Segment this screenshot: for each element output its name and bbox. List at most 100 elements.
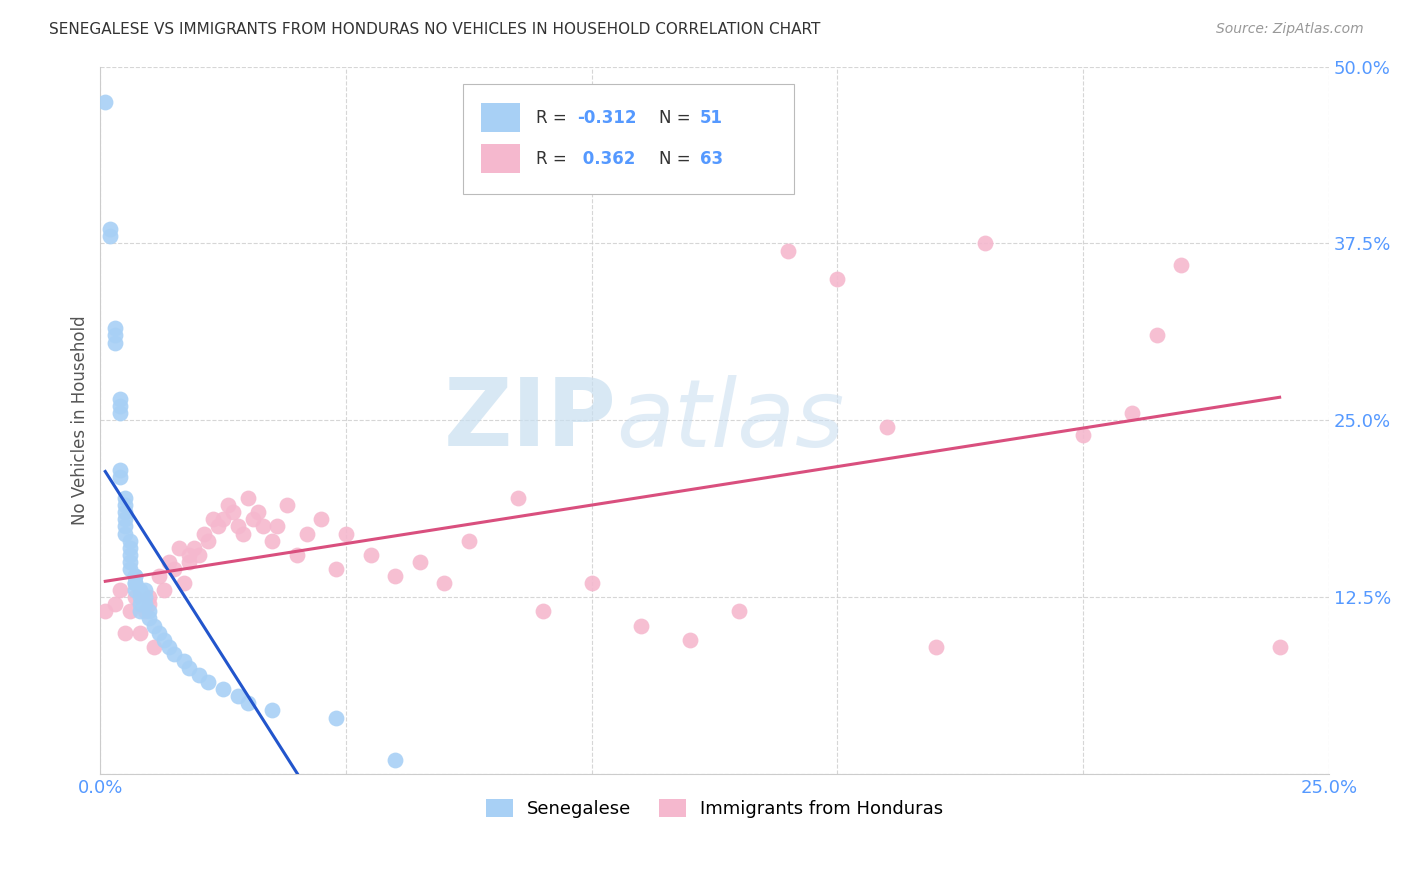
Point [193, 526, 215, 541]
Point [134, 604, 156, 618]
Point [1121, 406, 1143, 420]
Text: -0.312: -0.312 [576, 109, 637, 127]
Point [173, 576, 195, 591]
Point [177, 661, 200, 675]
Point [108, 399, 131, 413]
Point [679, 632, 702, 647]
Point [226, 519, 249, 533]
FancyBboxPatch shape [463, 84, 794, 194]
Point [114, 625, 136, 640]
Point [138, 591, 160, 605]
Point [876, 420, 898, 434]
Point [104, 597, 127, 611]
Point [114, 512, 136, 526]
Point [108, 463, 131, 477]
Point [128, 625, 150, 640]
Point [252, 519, 274, 533]
Point [138, 597, 160, 611]
Text: SENEGALESE VS IMMIGRANTS FROM HONDURAS NO VEHICLES IN HOUSEHOLD CORRELATION CHAR: SENEGALESE VS IMMIGRANTS FROM HONDURAS N… [49, 22, 821, 37]
Point [94, 95, 117, 109]
Text: ZIP: ZIP [443, 375, 616, 467]
Point [163, 647, 186, 661]
Point [384, 753, 406, 767]
Point [98, 222, 121, 236]
Point [778, 244, 800, 258]
Y-axis label: No Vehicles in Household: No Vehicles in Household [72, 316, 89, 525]
Point [153, 583, 176, 598]
Point [134, 583, 156, 598]
Point [531, 604, 554, 618]
Point [187, 548, 209, 562]
Point [148, 625, 170, 640]
Point [212, 512, 235, 526]
FancyBboxPatch shape [481, 103, 520, 132]
Point [246, 505, 269, 519]
Legend: Senegalese, Immigrants from Honduras: Senegalese, Immigrants from Honduras [478, 791, 950, 825]
Point [128, 604, 150, 618]
Point [134, 591, 156, 605]
Point [384, 569, 406, 583]
Point [124, 569, 146, 583]
Point [242, 512, 264, 526]
Point [232, 526, 254, 541]
Point [124, 576, 146, 591]
Text: R =: R = [537, 109, 572, 127]
Text: R =: R = [537, 150, 572, 168]
Point [360, 548, 382, 562]
Point [153, 632, 176, 647]
Point [202, 512, 225, 526]
Point [114, 498, 136, 512]
Point [128, 597, 150, 611]
Point [124, 583, 146, 598]
Point [128, 583, 150, 598]
Point [222, 505, 245, 519]
Point [118, 604, 141, 618]
Point [128, 591, 150, 605]
Point [827, 272, 849, 286]
Point [143, 618, 166, 632]
Point [197, 675, 219, 690]
Point [138, 604, 160, 618]
Point [104, 335, 127, 350]
Point [108, 470, 131, 484]
Point [1170, 258, 1192, 272]
Point [108, 392, 131, 406]
Point [187, 668, 209, 682]
Point [325, 562, 347, 576]
Point [173, 654, 195, 668]
Point [157, 555, 180, 569]
Point [138, 611, 160, 625]
Point [118, 533, 141, 548]
Text: N =: N = [659, 109, 696, 127]
Text: Source: ZipAtlas.com: Source: ZipAtlas.com [1216, 22, 1364, 37]
Point [924, 640, 946, 654]
Point [148, 569, 170, 583]
Point [236, 491, 259, 506]
Point [262, 703, 284, 717]
Point [1268, 640, 1291, 654]
Point [143, 640, 166, 654]
Point [1146, 328, 1168, 343]
Point [1071, 427, 1094, 442]
Point [276, 498, 298, 512]
Point [177, 555, 200, 569]
Point [728, 604, 751, 618]
Point [236, 697, 259, 711]
Point [108, 583, 131, 598]
Point [157, 640, 180, 654]
Point [94, 604, 117, 618]
Point [114, 526, 136, 541]
Point [124, 591, 146, 605]
Point [183, 541, 205, 555]
Point [207, 519, 229, 533]
Point [104, 321, 127, 335]
Point [285, 548, 308, 562]
Point [409, 555, 432, 569]
Point [98, 229, 121, 244]
Point [114, 519, 136, 533]
Text: 63: 63 [700, 150, 723, 168]
Point [506, 491, 529, 506]
Point [262, 533, 284, 548]
Point [118, 548, 141, 562]
Point [325, 710, 347, 724]
